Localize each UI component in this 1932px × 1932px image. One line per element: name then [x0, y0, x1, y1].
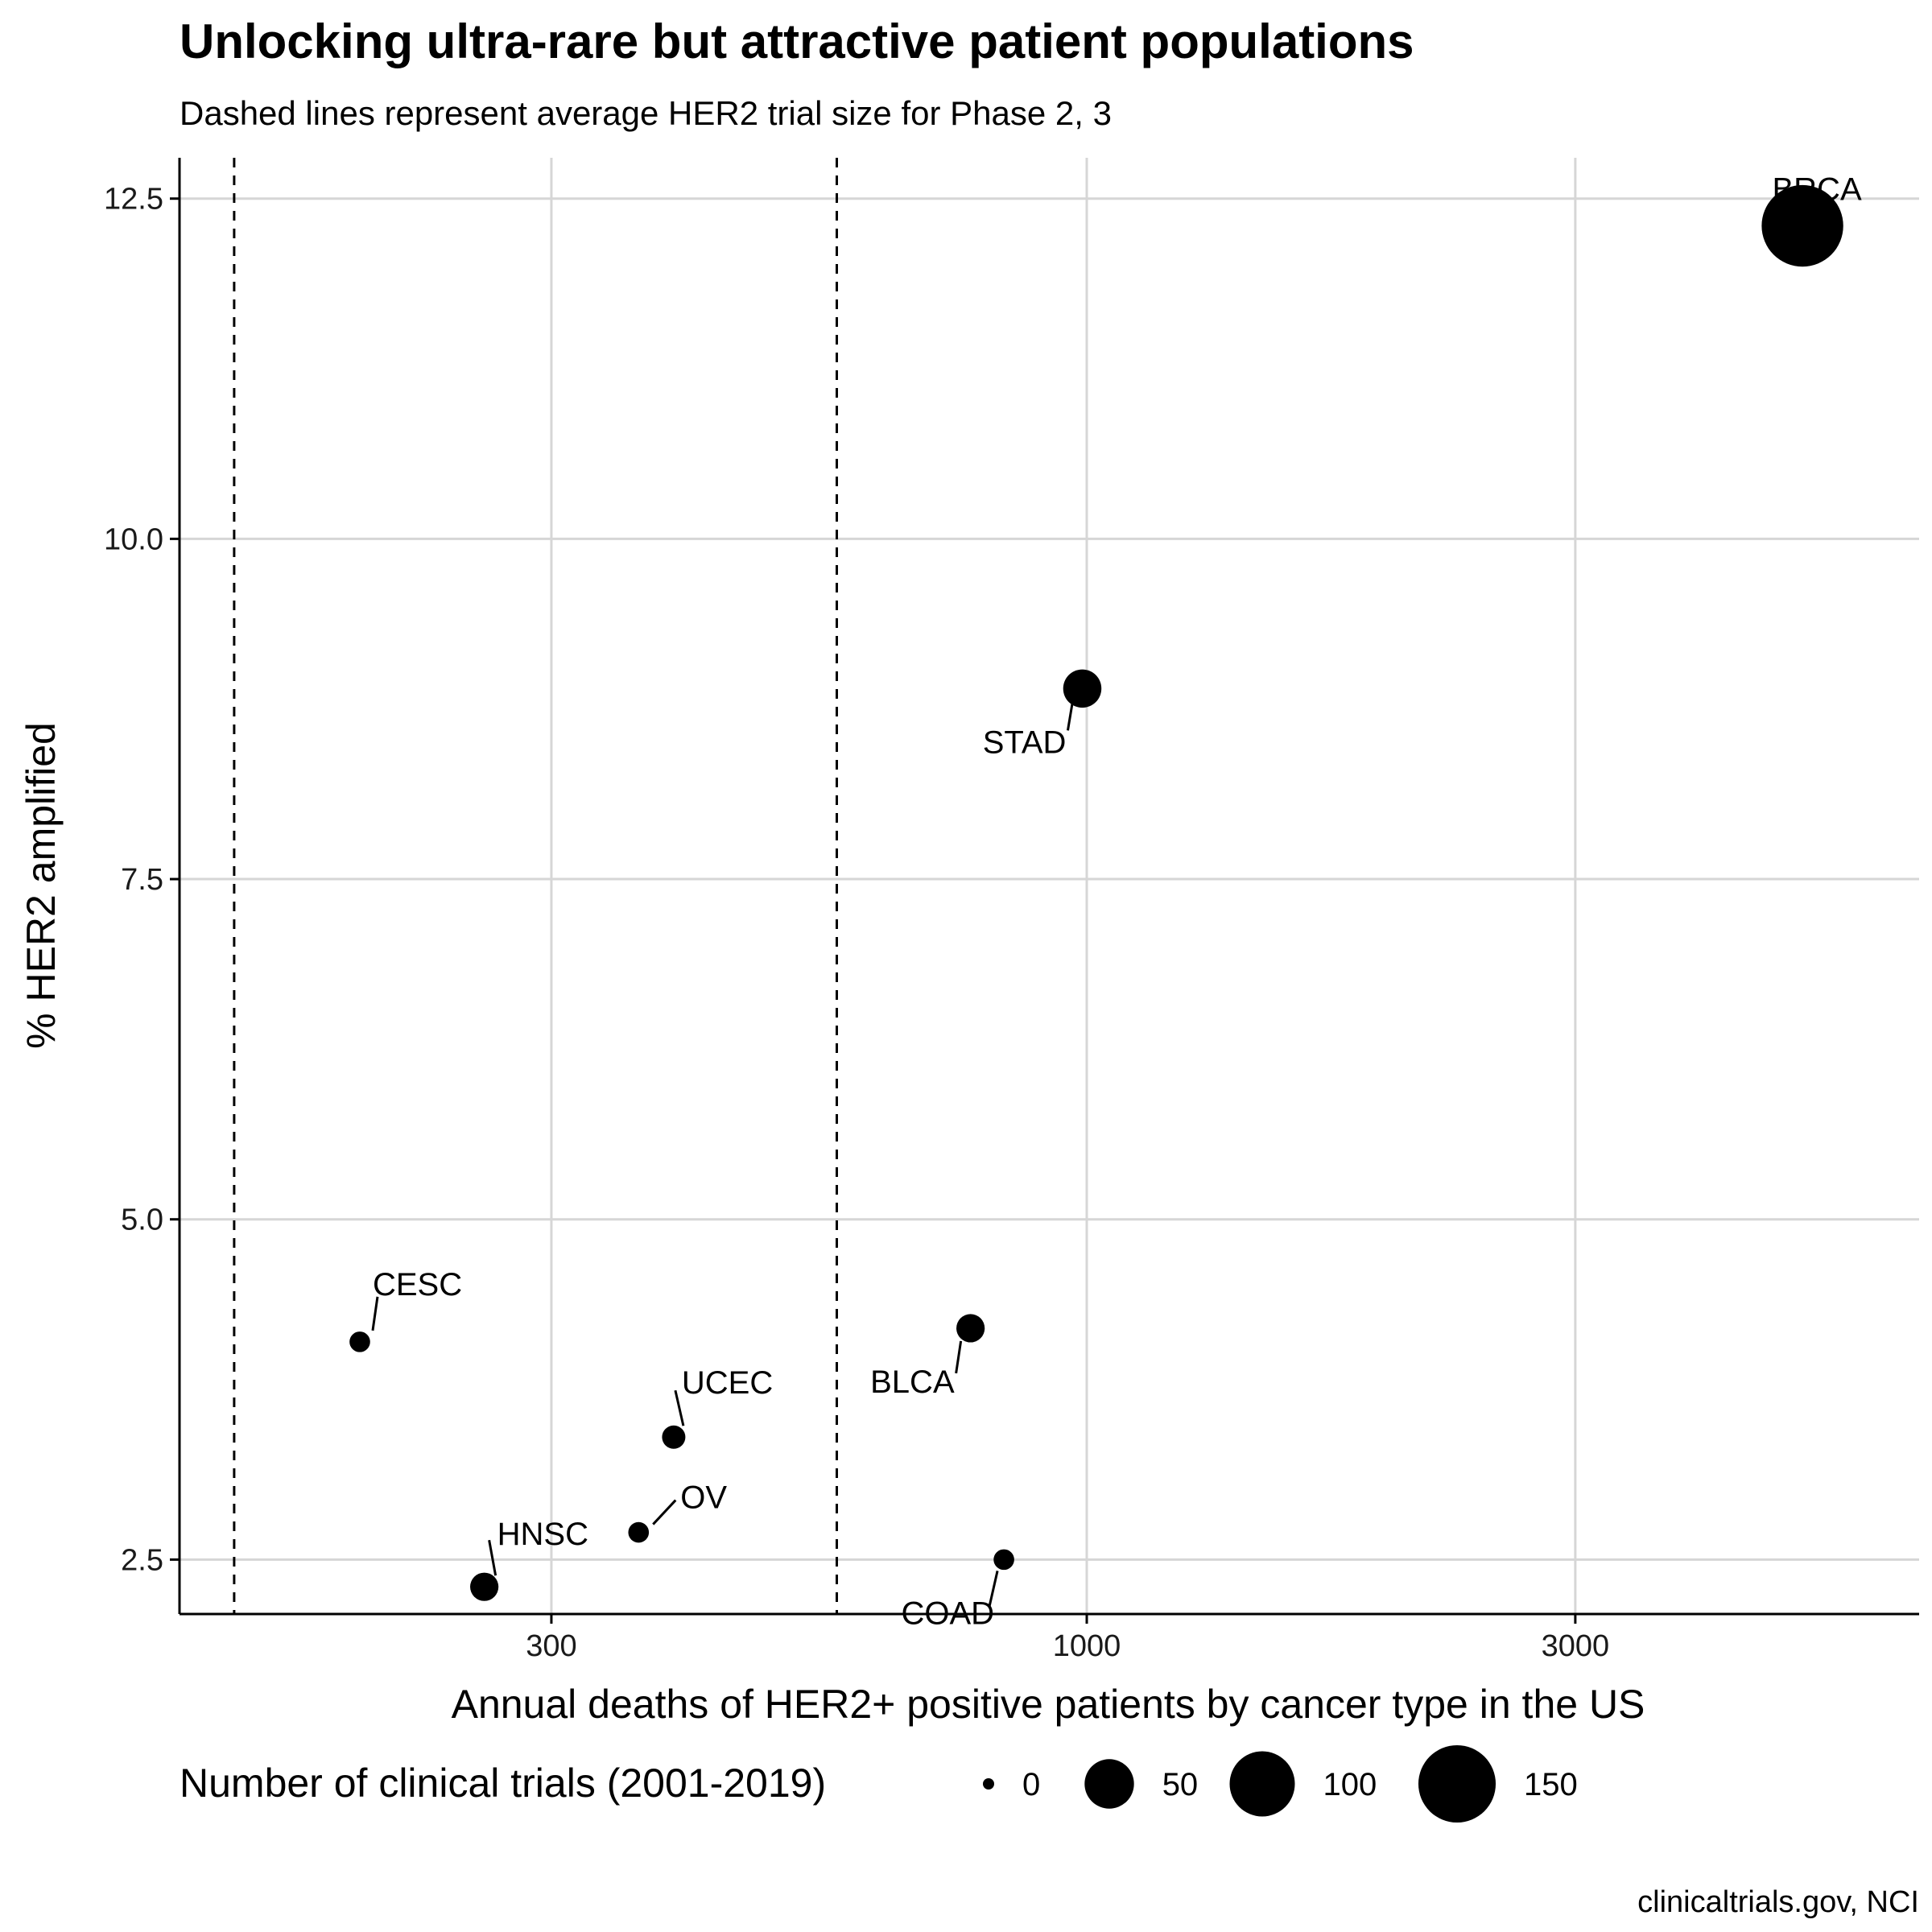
axes	[170, 158, 1919, 1624]
data-label-blca: BLCA	[870, 1364, 955, 1400]
label-leaders	[371, 701, 1074, 1607]
legend-key-100	[1229, 1751, 1295, 1817]
chart-title: Unlocking ultra-rare but attractive pati…	[180, 14, 1414, 68]
data-label-brca: BRCA	[1772, 172, 1861, 208]
legend-key-50	[1084, 1759, 1134, 1809]
leader-cesc	[371, 1296, 379, 1331]
x-tick-label: 3000	[1542, 1629, 1610, 1663]
chart-subtitle: Dashed lines represent average HER2 tria…	[180, 94, 1112, 132]
data-label-coad: COAD	[902, 1596, 995, 1631]
leader-coad	[988, 1571, 999, 1607]
data-label-stad: STAD	[983, 724, 1067, 760]
caption: clinicaltrials.gov, NCI	[1637, 1885, 1919, 1919]
y-axis-title: % HER2 amplified	[19, 722, 64, 1049]
legend-label-0: 0	[1022, 1767, 1040, 1802]
reference-lines	[233, 158, 839, 1614]
leader-hnsc	[488, 1539, 497, 1576]
y-tick-label: 12.5	[104, 183, 163, 217]
data-point-ov	[628, 1521, 650, 1543]
data-point-cesc	[349, 1331, 370, 1352]
data-point-blca	[956, 1314, 985, 1343]
legend-label-150: 150	[1524, 1767, 1578, 1802]
legend: Number of clinical trials (2001-2019) 0 5…	[180, 1744, 1578, 1823]
y-tick-label: 7.5	[121, 863, 163, 897]
data-label-ucec: UCEC	[682, 1365, 773, 1401]
data-point-stad	[1063, 669, 1102, 708]
leader-stad	[1066, 701, 1074, 731]
y-tick-label: 5.0	[121, 1203, 163, 1237]
y-tick-label: 2.5	[121, 1543, 163, 1577]
data-point-brca	[1761, 184, 1843, 267]
x-tick-label: 1000	[1053, 1629, 1121, 1663]
y-tick-label: 10.0	[104, 522, 163, 556]
legend-key-150	[1418, 1744, 1496, 1823]
leader-ucec	[674, 1389, 685, 1426]
grid	[180, 158, 1919, 1614]
leader-ov	[652, 1499, 677, 1525]
data-point-hnsc	[470, 1572, 499, 1601]
data-point-coad	[993, 1549, 1014, 1571]
data-label-cesc: CESC	[373, 1267, 462, 1302]
data-points	[349, 184, 1843, 1601]
leader-blca	[955, 1340, 963, 1374]
legend-label-50: 50	[1162, 1767, 1199, 1802]
legend-title: Number of clinical trials (2001-2019)	[180, 1761, 826, 1806]
data-point-ucec	[662, 1425, 686, 1449]
tick-labels: 2.5 5.0 7.5 10.0 12.5 300 1000 3000	[104, 183, 1609, 1663]
data-labels: BRCA STAD BLCA CESC UCEC OV HNSC COAD	[373, 172, 1862, 1632]
data-label-ov: OV	[680, 1480, 727, 1516]
legend-key-0	[983, 1778, 994, 1790]
legend-label-100: 100	[1323, 1767, 1377, 1802]
x-tick-label: 300	[526, 1629, 576, 1663]
data-label-hnsc: HNSC	[497, 1517, 588, 1552]
x-axis-title: Annual deaths of HER2+ positive patients…	[452, 1682, 1645, 1727]
